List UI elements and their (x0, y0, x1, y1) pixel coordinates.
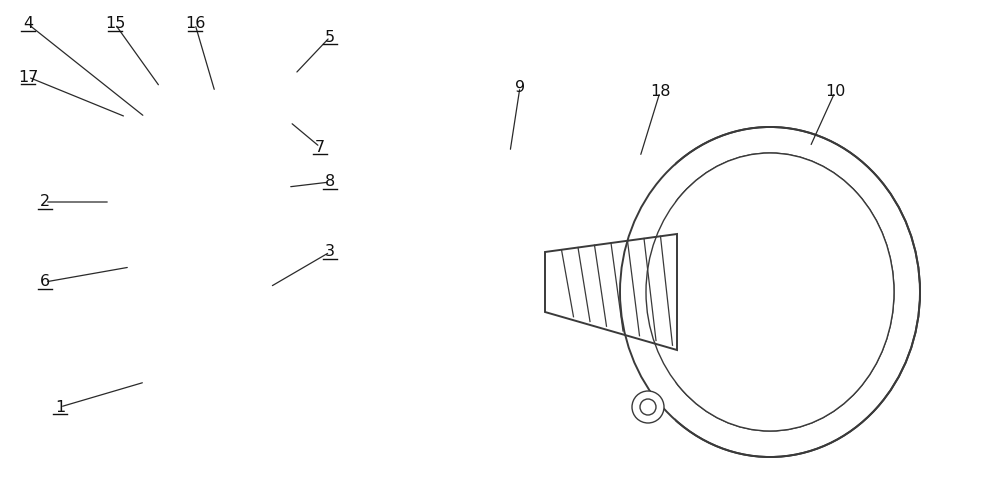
Bar (131, 133, 289, 411)
Ellipse shape (646, 153, 894, 431)
Bar (170, 75, 230, 93)
Text: 1: 1 (55, 400, 65, 415)
Text: 9: 9 (515, 80, 525, 94)
Circle shape (632, 391, 664, 423)
Circle shape (494, 296, 516, 319)
Bar (115, 411, 305, 427)
Bar (289, 117, 305, 427)
Bar (289, 273, 460, 291)
Text: 3: 3 (325, 244, 335, 259)
Bar (199, 271, 221, 293)
Bar (131, 133, 289, 411)
Text: 10: 10 (825, 84, 845, 99)
Text: 16: 16 (185, 16, 205, 31)
Bar (170, 75, 230, 93)
Text: 8: 8 (325, 174, 335, 189)
Text: 7: 7 (315, 139, 325, 155)
Bar (135, 93, 265, 117)
Bar (115, 117, 131, 427)
Bar (199, 117, 221, 252)
Ellipse shape (620, 127, 920, 457)
Circle shape (494, 244, 516, 267)
Bar (0, 0, 675, 482)
Text: 15: 15 (105, 16, 125, 31)
Circle shape (463, 296, 485, 319)
Bar (115, 411, 305, 427)
Bar (115, 117, 305, 133)
Text: 6: 6 (40, 275, 50, 290)
Circle shape (463, 244, 485, 267)
Bar (135, 93, 265, 117)
Bar (115, 117, 305, 133)
Bar (133, 275, 287, 409)
Ellipse shape (646, 153, 894, 431)
Circle shape (640, 399, 656, 415)
Text: 2: 2 (40, 195, 50, 210)
Text: 4: 4 (23, 16, 33, 31)
Text: 5: 5 (325, 29, 335, 44)
Bar (103, 238, 117, 262)
Text: 18: 18 (650, 84, 670, 99)
Polygon shape (545, 234, 677, 350)
Bar (289, 117, 305, 427)
Bar (198, 400, 222, 414)
Bar (230, 55, 262, 93)
Bar (199, 112, 221, 122)
Bar (115, 117, 131, 427)
Bar (115, 117, 305, 427)
Text: 17: 17 (18, 69, 38, 84)
Bar (135, 243, 245, 271)
FancyBboxPatch shape (436, 195, 549, 368)
